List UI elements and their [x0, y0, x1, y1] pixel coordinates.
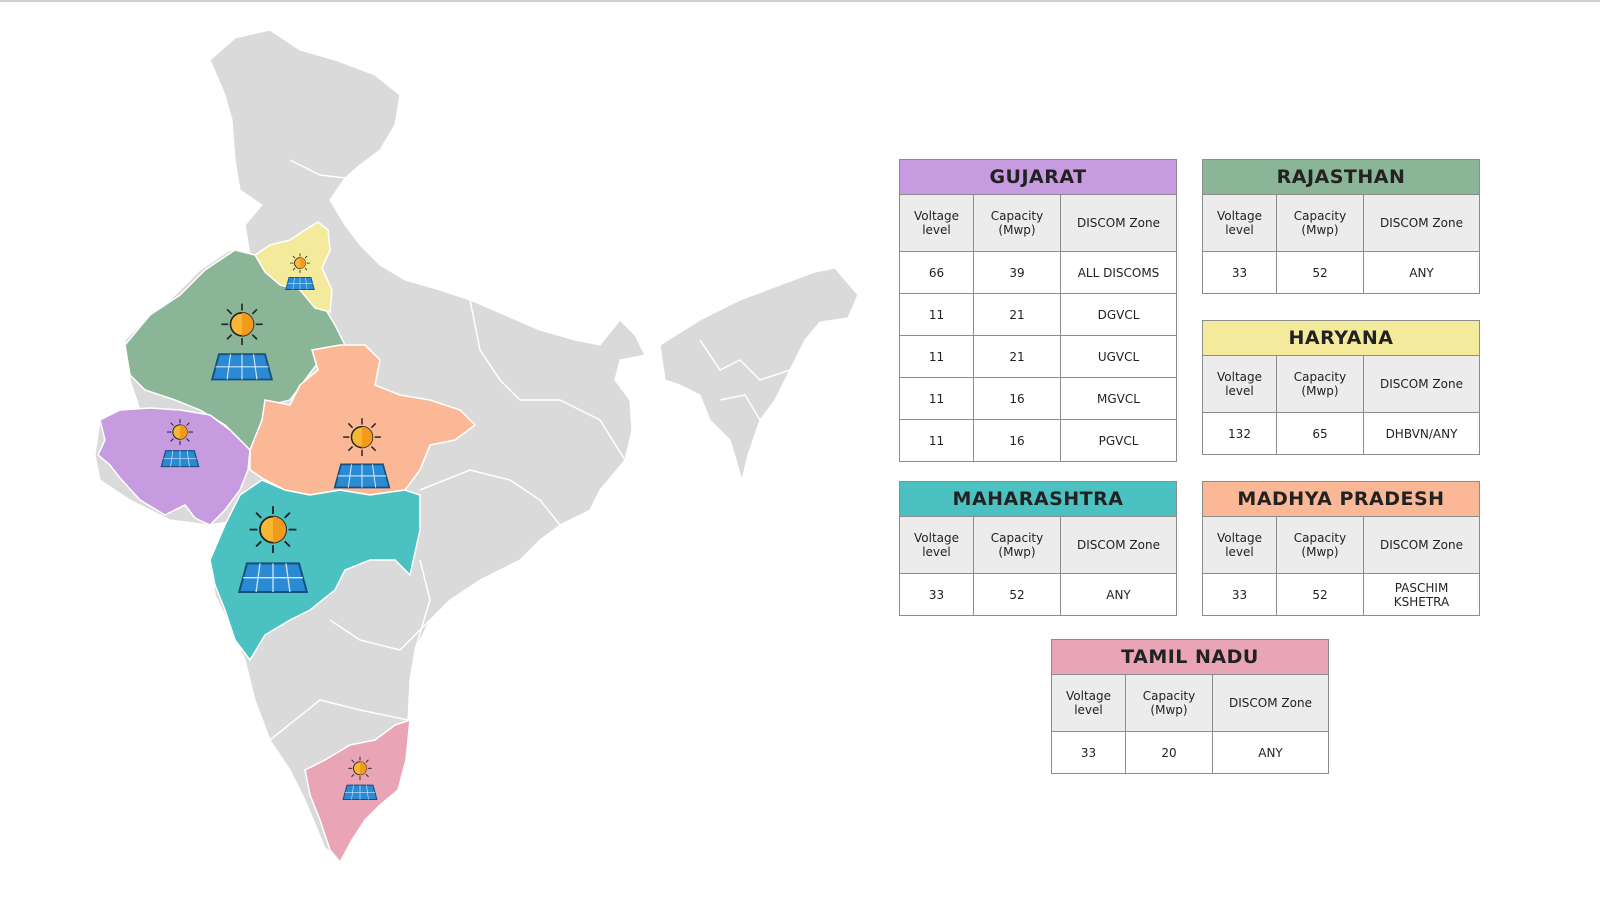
table-header-row: Voltage level Capacity (Mwp) DISCOM Zone — [1051, 674, 1329, 732]
top-divider — [0, 0, 1600, 2]
card-title: RAJASTHAN — [1202, 159, 1480, 194]
table-cell: UGVCL — [1060, 335, 1177, 378]
column-header: Capacity (Mwp) — [1276, 355, 1364, 413]
table-cell: 16 — [973, 377, 1061, 420]
card-madhya-pradesh: MADHYA PRADESH Voltage level Capacity (M… — [1202, 481, 1480, 616]
table-cell: 11 — [899, 293, 974, 336]
card-maharashtra: MAHARASHTRA Voltage level Capacity (Mwp)… — [899, 481, 1177, 616]
column-header: DISCOM Zone — [1363, 355, 1480, 413]
table-cell: 66 — [899, 251, 974, 294]
column-header: DISCOM Zone — [1060, 194, 1177, 252]
table-cell: 33 — [899, 573, 974, 616]
state-rajasthan — [124, 249, 346, 451]
table-cell: 11 — [899, 335, 974, 378]
table-row: 33 52 ANY — [899, 573, 1177, 616]
table-cell: PASCHIM KSHETRA — [1363, 573, 1480, 616]
table-cell: 21 — [973, 293, 1061, 336]
column-header: Voltage level — [1202, 516, 1277, 574]
table-row: 33 20 ANY — [1051, 731, 1329, 774]
table-cell: DHBVN/ANY — [1363, 412, 1480, 455]
table-row: 11 21 DGVCL — [899, 293, 1177, 336]
table-cell: 52 — [973, 573, 1061, 616]
column-header: Voltage level — [899, 194, 974, 252]
card-haryana: HARYANA Voltage level Capacity (Mwp) DIS… — [1202, 320, 1480, 455]
table-cell: 65 — [1276, 412, 1364, 455]
table-cell: 20 — [1125, 731, 1213, 774]
table-cell: ANY — [1212, 731, 1329, 774]
table-row: 66 39 ALL DISCOMS — [899, 251, 1177, 294]
table-cell: MGVCL — [1060, 377, 1177, 420]
capacity-table: Voltage level Capacity (Mwp) DISCOM Zone… — [1202, 516, 1480, 616]
column-header: Voltage level — [1051, 674, 1126, 732]
india-map — [94, 29, 859, 864]
table-cell: ANY — [1363, 251, 1480, 294]
table-cell: 33 — [1202, 251, 1277, 294]
column-header: DISCOM Zone — [1060, 516, 1177, 574]
column-header: Capacity (Mwp) — [973, 194, 1061, 252]
card-tamil-nadu: TAMIL NADU Voltage level Capacity (Mwp) … — [1051, 639, 1329, 774]
table-header-row: Voltage level Capacity (Mwp) DISCOM Zone — [1202, 355, 1480, 413]
column-header: Voltage level — [899, 516, 974, 574]
table-header-row: Voltage level Capacity (Mwp) DISCOM Zone — [899, 194, 1177, 252]
card-title: GUJARAT — [899, 159, 1177, 194]
table-row: 11 21 UGVCL — [899, 335, 1177, 378]
table-cell: 11 — [899, 377, 974, 420]
column-header: DISCOM Zone — [1212, 674, 1329, 732]
capacity-table: Voltage level Capacity (Mwp) DISCOM Zone… — [1051, 674, 1329, 774]
table-cell: ALL DISCOMS — [1060, 251, 1177, 294]
column-header: Capacity (Mwp) — [1276, 516, 1364, 574]
table-cell: 11 — [899, 419, 974, 462]
table-row: 33 52 ANY — [1202, 251, 1480, 294]
table-cell: PGVCL — [1060, 419, 1177, 462]
table-row: 132 65 DHBVN/ANY — [1202, 412, 1480, 455]
capacity-table: Voltage level Capacity (Mwp) DISCOM Zone… — [1202, 194, 1480, 294]
column-header: Capacity (Mwp) — [973, 516, 1061, 574]
card-rajasthan: RAJASTHAN Voltage level Capacity (Mwp) D… — [1202, 159, 1480, 294]
column-header: Voltage level — [1202, 194, 1277, 252]
table-cell: 52 — [1276, 573, 1364, 616]
state-borders — [269, 159, 791, 741]
table-cell: ANY — [1060, 573, 1177, 616]
card-title: TAMIL NADU — [1051, 639, 1329, 674]
table-cell: 33 — [1051, 731, 1126, 774]
column-header: Capacity (Mwp) — [1125, 674, 1213, 732]
card-title: MAHARASHTRA — [899, 481, 1177, 516]
table-cell: 52 — [1276, 251, 1364, 294]
column-header: DISCOM Zone — [1363, 516, 1480, 574]
table-row: 33 52 PASCHIM KSHETRA — [1202, 573, 1480, 616]
card-title: HARYANA — [1202, 320, 1480, 355]
column-header: Voltage level — [1202, 355, 1277, 413]
card-title: MADHYA PRADESH — [1202, 481, 1480, 516]
column-header: Capacity (Mwp) — [1276, 194, 1364, 252]
table-cell: 33 — [1202, 573, 1277, 616]
table-header-row: Voltage level Capacity (Mwp) DISCOM Zone — [1202, 516, 1480, 574]
table-header-row: Voltage level Capacity (Mwp) DISCOM Zone — [899, 516, 1177, 574]
table-cell: 16 — [973, 419, 1061, 462]
capacity-table: Voltage level Capacity (Mwp) DISCOM Zone… — [899, 194, 1177, 462]
table-cell: DGVCL — [1060, 293, 1177, 336]
capacity-table: Voltage level Capacity (Mwp) DISCOM Zone… — [1202, 355, 1480, 455]
column-header: DISCOM Zone — [1363, 194, 1480, 252]
table-row: 11 16 MGVCL — [899, 377, 1177, 420]
table-header-row: Voltage level Capacity (Mwp) DISCOM Zone — [1202, 194, 1480, 252]
capacity-table: Voltage level Capacity (Mwp) DISCOM Zone… — [899, 516, 1177, 616]
table-cell: 21 — [973, 335, 1061, 378]
table-row: 11 16 PGVCL — [899, 419, 1177, 462]
table-cell: 132 — [1202, 412, 1277, 455]
card-gujarat: GUJARAT Voltage level Capacity (Mwp) DIS… — [899, 159, 1177, 462]
table-cell: 39 — [973, 251, 1061, 294]
india-northeast — [659, 267, 859, 483]
